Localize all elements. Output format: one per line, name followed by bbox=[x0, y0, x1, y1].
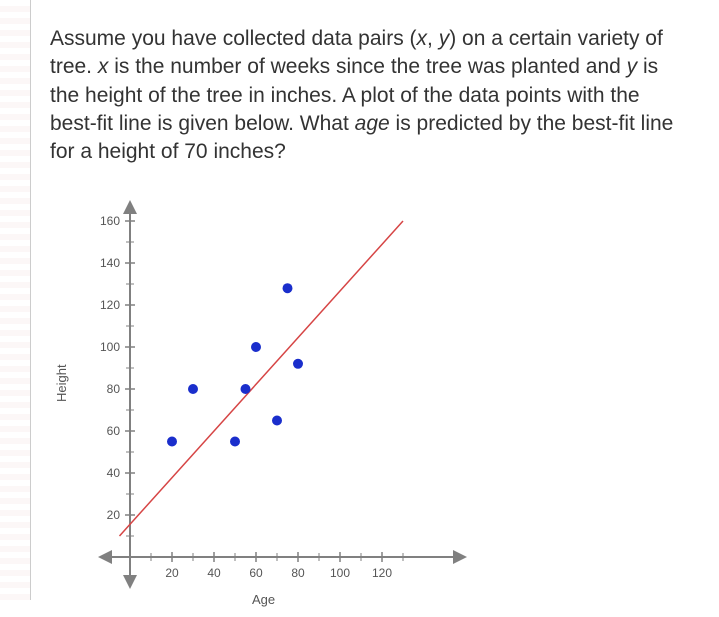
content-area: Assume you have collected data pairs (x,… bbox=[50, 25, 690, 617]
svg-text:80: 80 bbox=[291, 566, 305, 580]
scatter-chart: 2040608010012014016020406080100120 Heigh… bbox=[60, 197, 480, 617]
svg-text:100: 100 bbox=[100, 340, 120, 354]
svg-text:60: 60 bbox=[249, 566, 263, 580]
q-xvar2: x bbox=[98, 55, 109, 78]
svg-text:40: 40 bbox=[107, 466, 121, 480]
svg-text:140: 140 bbox=[100, 256, 120, 270]
svg-text:80: 80 bbox=[107, 382, 121, 396]
svg-text:160: 160 bbox=[100, 214, 120, 228]
q-t1: Assume you have collected data pairs ( bbox=[50, 27, 417, 50]
svg-text:20: 20 bbox=[165, 566, 179, 580]
svg-text:60: 60 bbox=[107, 424, 121, 438]
x-axis-title: Age bbox=[252, 592, 275, 607]
svg-text:100: 100 bbox=[330, 566, 350, 580]
svg-text:120: 120 bbox=[372, 566, 392, 580]
chart-svg: 20 40 60 80 100 120 140 160 20 40 60 80 100 120 bbox=[60, 197, 480, 617]
q-yvar2: y bbox=[627, 55, 638, 78]
q-age: age bbox=[355, 112, 390, 135]
svg-text:120: 120 bbox=[100, 298, 120, 312]
q-sep1: , bbox=[427, 27, 439, 50]
q-yvar: y bbox=[439, 27, 450, 50]
q-mid2: is the number of weeks since the tree wa… bbox=[108, 55, 626, 78]
y-axis-title: Height bbox=[54, 364, 69, 402]
q-xvar: x bbox=[417, 27, 428, 50]
question-text: Assume you have collected data pairs (x,… bbox=[50, 25, 690, 167]
svg-text:20: 20 bbox=[107, 508, 121, 522]
left-margin-decor bbox=[0, 0, 30, 600]
svg-text:40: 40 bbox=[207, 566, 221, 580]
